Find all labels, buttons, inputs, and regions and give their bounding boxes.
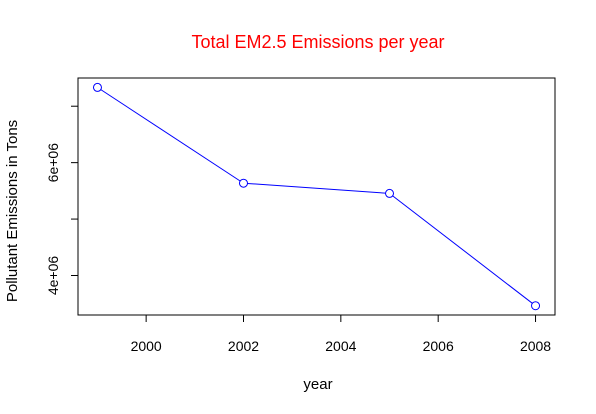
series-layer: [92, 82, 541, 311]
plot-area-frame: [77, 77, 556, 316]
y-tick-label: 4e+06: [45, 256, 61, 296]
x-tick-label: 2008: [520, 338, 551, 354]
chart-title: Total EM2.5 Emissions per year: [191, 32, 444, 52]
x-axis-label: year: [303, 376, 332, 393]
series-line-segment: [392, 195, 533, 304]
series-line-segment: [247, 182, 386, 194]
series-line-segment: [100, 89, 241, 182]
data-point: [385, 188, 395, 198]
y-axis: 4e+06 6e+06: [45, 105, 79, 296]
data-point: [238, 178, 248, 188]
y-axis-label: Pollutant Emissions in Tons: [4, 120, 21, 302]
y-tick-label: 6e+06: [45, 143, 61, 183]
x-tick-label: 2004: [325, 338, 356, 354]
data-point: [92, 82, 102, 92]
x-axis: 2000 2002 2004 2006 2008: [131, 314, 551, 354]
x-tick-label: 2006: [423, 338, 454, 354]
x-tick-label: 2000: [131, 338, 162, 354]
data-point: [531, 301, 541, 311]
x-tick-label: 2002: [228, 338, 259, 354]
